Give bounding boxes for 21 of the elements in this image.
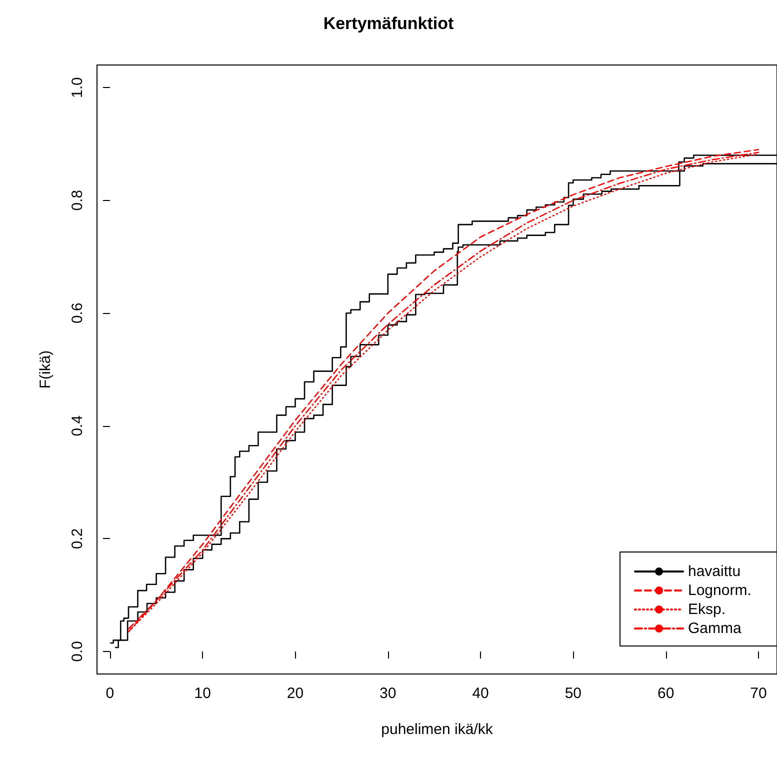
y-tick-label: 0.6	[69, 302, 86, 324]
legend-label: havaittu	[688, 563, 741, 580]
y-tick-label: 0.4	[69, 415, 86, 436]
y-tick-label: 0.0	[69, 641, 86, 662]
y-axis-title: F(ikä)	[37, 350, 54, 389]
legend-label: Lognorm.	[688, 582, 752, 599]
x-tick-label: 30	[380, 685, 396, 702]
x-tick-label: 10	[194, 685, 211, 702]
chart-title: Kertymäfunktiot	[323, 14, 454, 33]
legend-label: Gamma	[688, 620, 742, 637]
x-tick-label: 40	[472, 685, 489, 702]
y-tick-label: 0.8	[69, 190, 86, 211]
x-tick-label: 50	[564, 685, 582, 702]
y-tick-label: 0.2	[69, 528, 86, 550]
legend-label: Eksp.	[688, 601, 726, 618]
x-tick-label: 70	[750, 685, 767, 702]
x-tick-label: 60	[657, 685, 674, 702]
x-axis-title: puhelimen ikä/kk	[381, 721, 494, 738]
y-tick-label: 1.0	[69, 77, 86, 98]
x-tick-label: 0	[106, 685, 114, 702]
x-tick-label: 20	[286, 685, 304, 702]
